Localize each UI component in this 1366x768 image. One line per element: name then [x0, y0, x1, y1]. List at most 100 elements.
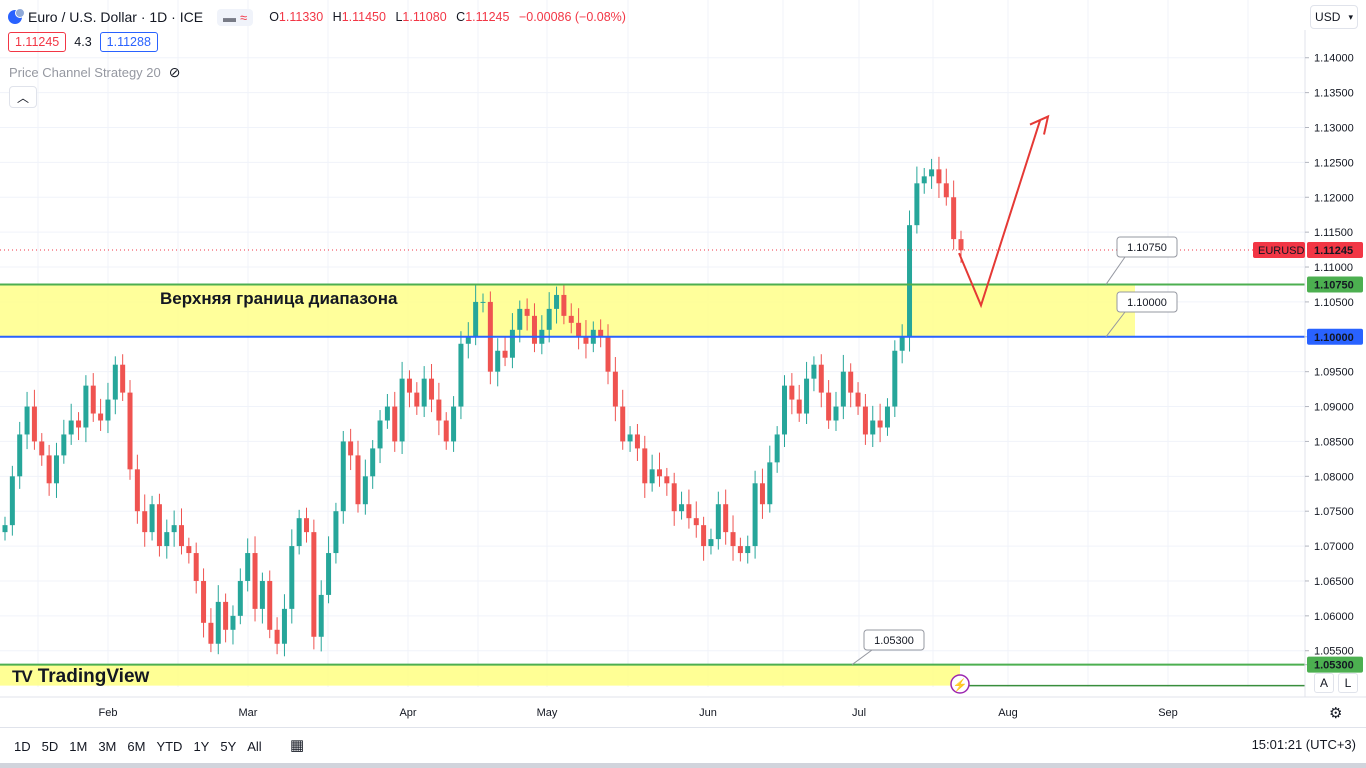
candle-body — [605, 336, 611, 372]
candle-body — [465, 336, 471, 344]
candle-body — [46, 455, 52, 484]
candle-body — [31, 406, 37, 442]
candle-body — [759, 483, 765, 505]
candle-body — [178, 525, 184, 547]
timeframe-1y[interactable]: 1Y — [193, 738, 210, 754]
candle-body — [9, 476, 15, 526]
strategy-name: Price Channel Strategy 20 — [9, 65, 161, 80]
symbol-tag-text: EURUSD — [1258, 245, 1305, 257]
candle-body — [561, 294, 567, 316]
candle-body — [318, 594, 324, 637]
timeframe-5y[interactable]: 5Y — [220, 738, 237, 754]
time-tick-label: Sep — [1158, 707, 1178, 719]
candle-body — [193, 553, 199, 581]
price-tick-label: 1.12500 — [1314, 157, 1354, 169]
strategy-legend[interactable]: Price Channel Strategy 20 ⊘ — [9, 64, 181, 81]
candle-body — [782, 385, 788, 435]
candle-body — [281, 608, 287, 644]
currency-select[interactable]: USD ▾ — [1310, 5, 1358, 29]
tradingview-logo: TV TradingView — [12, 666, 149, 688]
candle-body — [289, 546, 295, 609]
chevron-down-icon: ▾ — [1348, 11, 1353, 22]
candle-body — [634, 434, 640, 449]
auto-scale-button[interactable]: A — [1314, 673, 1334, 693]
candle-body — [855, 392, 861, 407]
symbol-title[interactable]: Euro / U.S. Dollar · 1D · ICE — [28, 9, 204, 25]
candle-body — [531, 315, 537, 344]
candle-body — [76, 420, 82, 428]
candle-body — [884, 406, 890, 428]
candle-body — [223, 601, 229, 630]
candle-body — [399, 378, 405, 442]
candle-body — [429, 378, 435, 400]
candle-body — [451, 406, 457, 442]
upper-range-zone — [0, 284, 1135, 337]
candle-body — [554, 294, 560, 309]
candle-body — [708, 539, 714, 547]
callout-mid-pointer — [1105, 311, 1126, 338]
candle-body — [326, 553, 332, 595]
hidden-eye-icon[interactable]: ⊘ — [168, 64, 181, 80]
candle-body — [53, 455, 59, 484]
candle-body — [943, 183, 949, 198]
log-scale-button[interactable]: L — [1338, 673, 1358, 693]
candle-body — [17, 434, 23, 477]
price-chart[interactable]: 1.10750 1.10000 1.05300 Верхняя граница диа… — [0, 0, 1366, 727]
symbol-flag-icon — [8, 8, 25, 24]
price-tick-label: 1.11500 — [1314, 227, 1353, 239]
candle-body — [877, 420, 883, 428]
collapse-legend-button[interactable]: ︿ — [9, 86, 37, 108]
axis-tag-mid-text: 1.10000 — [1314, 332, 1354, 344]
price-tick-label: 1.06000 — [1314, 611, 1354, 623]
event-lightning-icon — [950, 674, 970, 694]
price-tick-label: 1.10500 — [1314, 297, 1354, 309]
axis-tag-last-text: 1.11245 — [1314, 245, 1353, 257]
timeframe-5d[interactable]: 5D — [41, 738, 59, 754]
candle-body — [627, 434, 633, 442]
candle-body — [642, 448, 648, 484]
upper-zone-label: Верхняя граница диапазона — [160, 289, 398, 308]
candle-body — [723, 504, 729, 533]
indicator-toggle[interactable]: ▬ ≈ — [217, 8, 254, 26]
price-tick-label: 1.09000 — [1314, 402, 1354, 414]
timeframe-all[interactable]: All — [247, 738, 262, 754]
timeframe-3m[interactable]: 3M — [98, 738, 117, 754]
candle-body — [171, 525, 177, 533]
candle-body — [907, 225, 913, 337]
trade-panel: 1.11245 4.3 1.11288 — [8, 32, 158, 52]
price-tick-label: 1.14000 — [1314, 53, 1354, 65]
candle-body — [921, 176, 927, 184]
time-tick-label: Apr — [399, 707, 416, 719]
minus-icon: ▬ — [223, 9, 237, 25]
calendar-icon[interactable]: ▦ — [290, 737, 305, 754]
candle-body — [951, 197, 957, 240]
candle-body — [612, 371, 618, 407]
timeframe-1d[interactable]: 1D — [14, 738, 31, 754]
candle-body — [98, 413, 104, 421]
time-axis-bg — [0, 697, 1305, 727]
clock[interactable]: 15:01:21 (UTC+3) — [1251, 737, 1356, 752]
candle-body — [936, 169, 942, 184]
candle-body — [767, 462, 773, 505]
candle-body — [230, 615, 236, 630]
candle-body — [848, 371, 854, 393]
time-tick-label: Jul — [852, 707, 866, 719]
candle-body — [671, 483, 677, 512]
callout-mid-box — [1116, 291, 1178, 313]
candle-body — [304, 518, 310, 533]
candle-body — [693, 518, 699, 526]
candle-body — [715, 504, 721, 540]
candle-body — [237, 580, 243, 616]
wave-icon: ≈ — [240, 9, 248, 25]
sell-button[interactable]: 1.11245 — [8, 32, 67, 52]
buy-button[interactable]: 1.11288 — [99, 32, 158, 52]
candle-body — [480, 301, 486, 303]
timeframe-1m[interactable]: 1M — [69, 738, 88, 754]
timeframe-ytd[interactable]: YTD — [156, 738, 183, 754]
timeframe-6m[interactable]: 6M — [127, 738, 146, 754]
gear-icon[interactable]: ⚙ — [1329, 705, 1343, 722]
candle-body — [701, 525, 707, 547]
price-tick-label: 1.11000 — [1314, 262, 1353, 274]
candle-body — [245, 553, 251, 581]
candle-body — [730, 532, 736, 547]
